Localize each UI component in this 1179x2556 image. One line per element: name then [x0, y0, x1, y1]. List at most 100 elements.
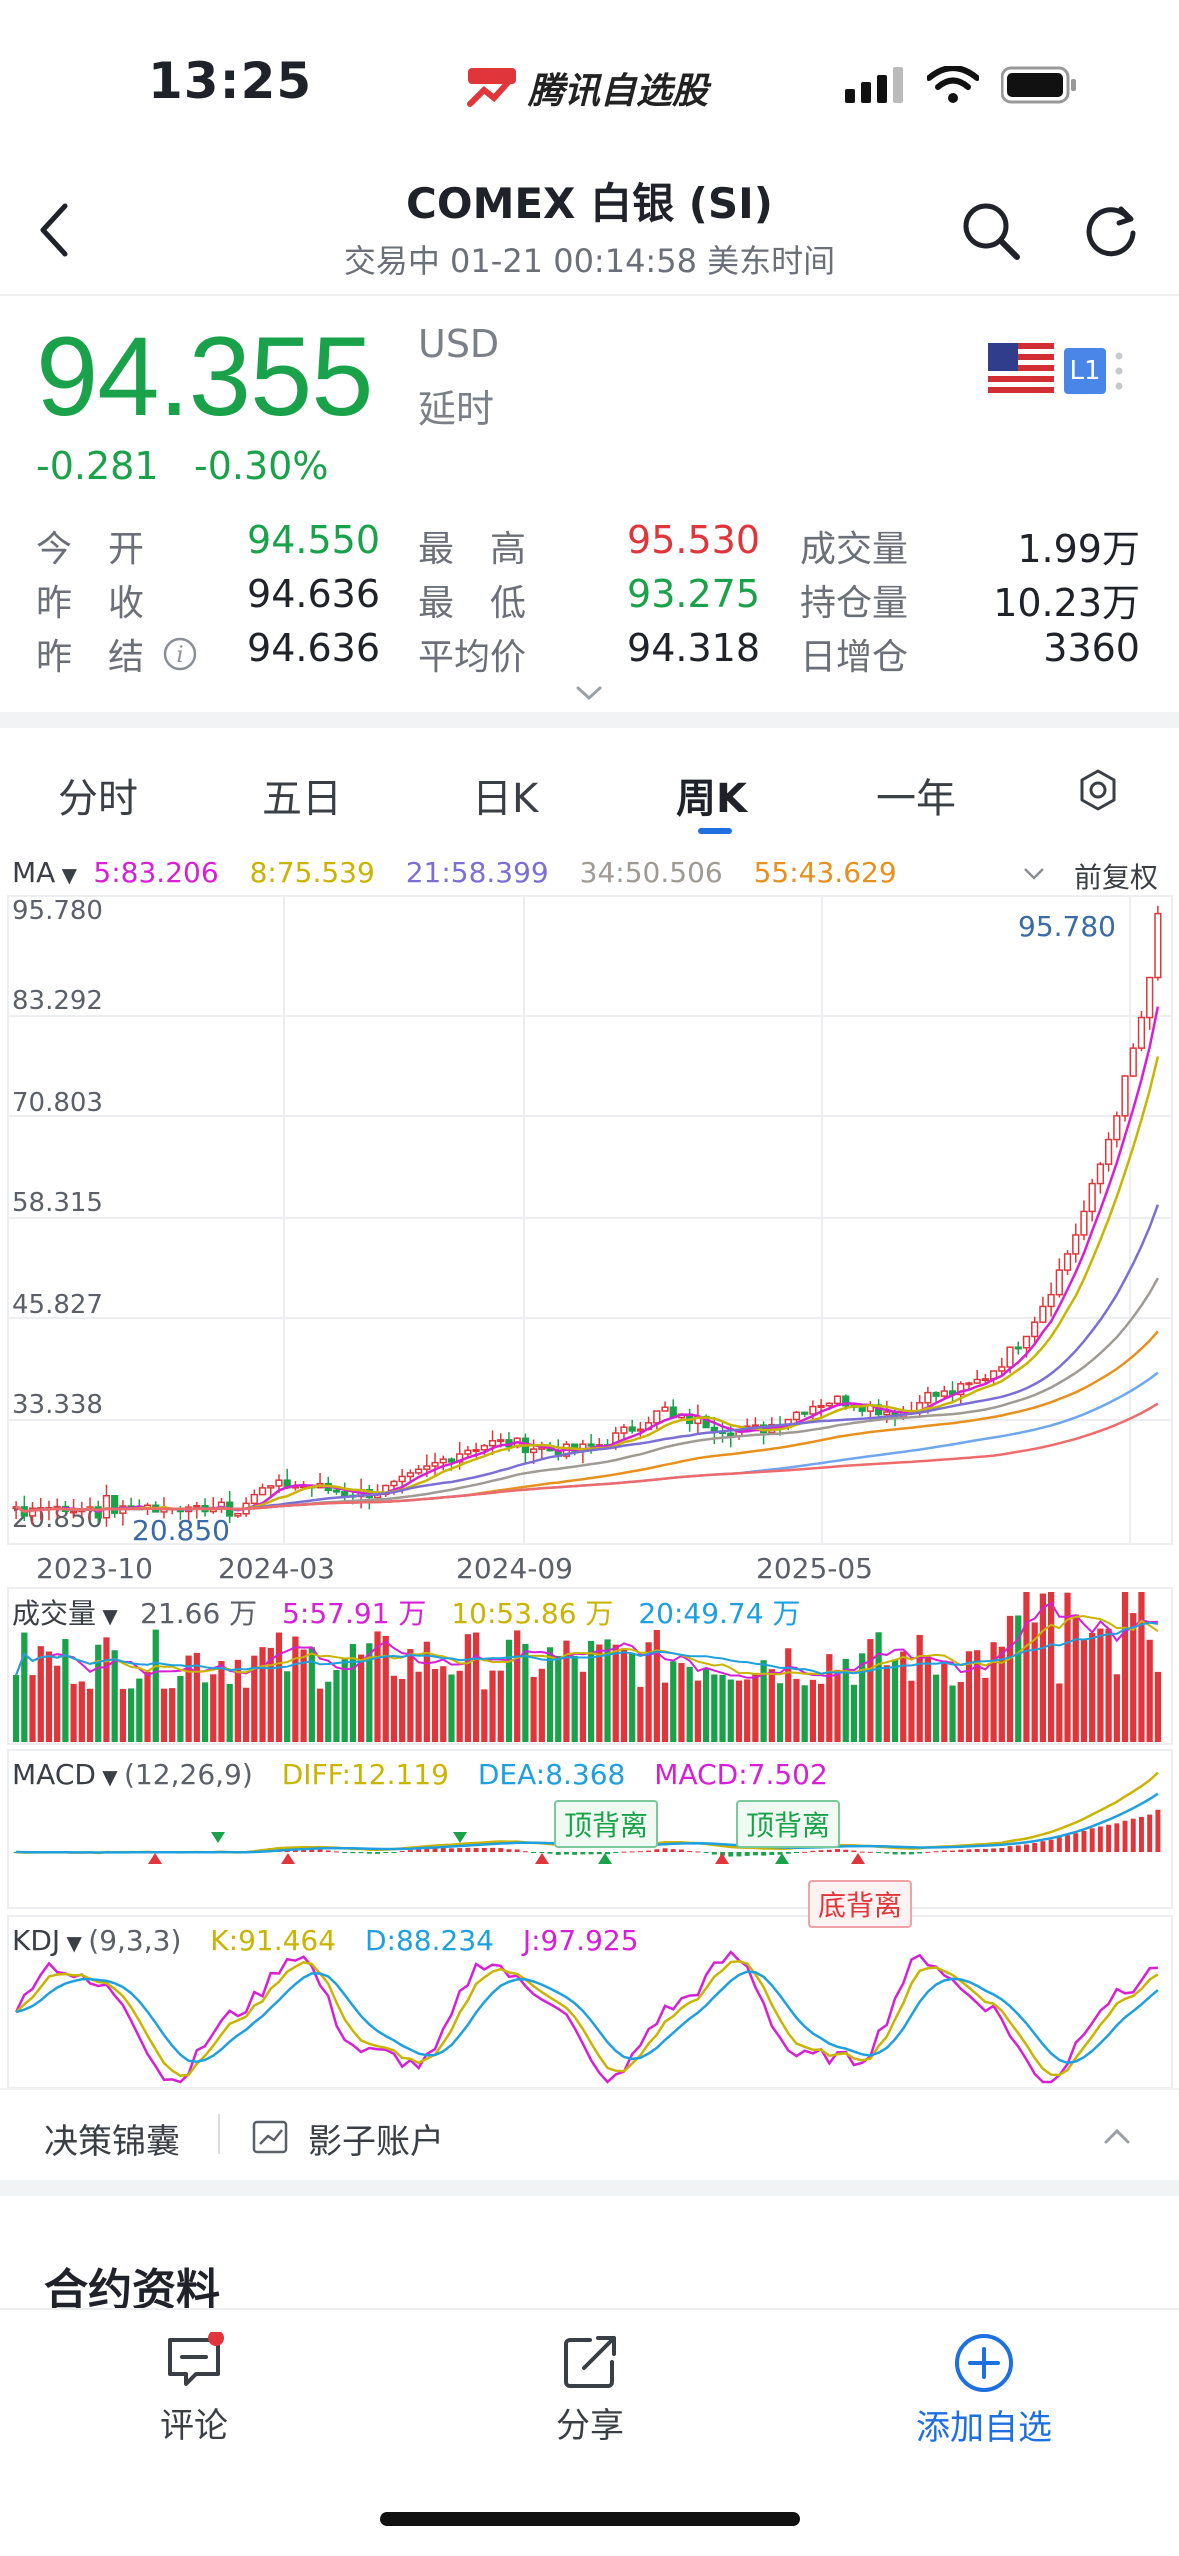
volume-bar [842, 1658, 849, 1742]
kdj-k-line [15, 1960, 1159, 2077]
stat-label: 日增仓 [800, 637, 909, 678]
search-button[interactable] [956, 196, 1026, 266]
volume-bar [727, 1679, 734, 1742]
share-label: 分享 [556, 2406, 624, 2446]
macd-bar [925, 1851, 931, 1853]
macd-bar [366, 1852, 372, 1854]
volume-bar [998, 1646, 1005, 1742]
info-icon[interactable]: i [162, 636, 198, 672]
candle-body [447, 1458, 456, 1463]
kdj-d: D:88.234 [364, 1924, 494, 1957]
tab-daily-k[interactable]: 日K [472, 776, 539, 822]
stat-label: 昨 结 [36, 637, 145, 678]
volume-dropdown-icon[interactable]: ▼ [96, 1604, 125, 1628]
macd-bar [1155, 1809, 1161, 1852]
ma-label[interactable]: MA [12, 856, 56, 889]
volume-bar [678, 1663, 685, 1742]
volume-bar [612, 1644, 619, 1742]
volume-bar [78, 1681, 85, 1742]
tab-five-day[interactable]: 五日 [262, 776, 342, 822]
macd-bar [629, 1851, 635, 1853]
comment-button[interactable]: 评论 [160, 2332, 228, 2447]
macd-bar [588, 1852, 594, 1855]
chevron-up-icon[interactable] [1102, 2126, 1132, 2146]
volume-bar [801, 1685, 808, 1742]
chevron-down-icon[interactable] [1022, 866, 1046, 882]
adjust-mode[interactable]: 前复权 [1074, 861, 1159, 894]
macd-bar [711, 1852, 717, 1855]
macd-label[interactable]: MACD [12, 1758, 96, 1791]
kdj-label[interactable]: KDJ [12, 1924, 61, 1957]
candle-body [965, 1382, 973, 1386]
macd-bar [547, 1852, 553, 1854]
candle-body [932, 1391, 940, 1397]
macd-bar [1114, 1823, 1120, 1852]
volume-label[interactable]: 成交量 [12, 1597, 97, 1630]
macd-bar [720, 1852, 725, 1856]
volume-bar [259, 1647, 266, 1742]
macd-bar [654, 1849, 660, 1852]
volume-bar [349, 1643, 357, 1742]
tab-intraday[interactable]: 分时 [58, 776, 138, 822]
macd-bar [785, 1852, 791, 1854]
volume-bar [12, 1675, 20, 1742]
level-badge[interactable]: L1 [1064, 348, 1106, 394]
volume-bar [702, 1667, 710, 1742]
settings-icon[interactable] [1076, 768, 1120, 812]
add-watchlist-button[interactable]: 添加自选 [916, 2332, 1052, 2449]
volume-bar [54, 1665, 61, 1742]
expand-chevron-icon[interactable] [574, 684, 604, 702]
macd-dropdown-icon[interactable]: ▼ [95, 1765, 125, 1789]
candle-body [1113, 1115, 1121, 1141]
candle-body [390, 1480, 398, 1487]
candle-body [924, 1391, 932, 1404]
price-axis-label: 83.292 [12, 986, 103, 1016]
macd-bar [1081, 1830, 1087, 1852]
volume-bar [152, 1629, 159, 1742]
price-axis-label: 58.315 [12, 1188, 103, 1218]
volume-bar [875, 1632, 882, 1742]
tab-one-year[interactable]: 一年 [876, 776, 956, 822]
volume-bar [719, 1674, 726, 1742]
macd-bar [1130, 1818, 1136, 1852]
stat-value: 95.530 [627, 518, 760, 562]
ma120-line [15, 1402, 1159, 1513]
us-flag-icon[interactable] [988, 343, 1054, 393]
tab-weekly-k[interactable]: 周K [676, 776, 747, 822]
macd-bar [481, 1848, 487, 1852]
price-axis-label: 70.803 [12, 1088, 103, 1118]
stat-value: 93.275 [627, 572, 760, 616]
signal-top-divergence[interactable]: 顶背离 [554, 1800, 659, 1848]
macd-bar [703, 1852, 709, 1854]
status-time: 13:25 [148, 52, 313, 110]
volume-bar [530, 1676, 537, 1742]
volume-bar [284, 1671, 291, 1742]
shadow-account-link[interactable]: 影子账户 [308, 2122, 444, 2162]
volume-bar [1097, 1628, 1104, 1742]
volume-bar [226, 1683, 233, 1742]
ma8-line [15, 1056, 1160, 1513]
signal-bottom-divergence[interactable]: 底背离 [808, 1880, 913, 1928]
macd-bar [982, 1848, 988, 1852]
candle-body [1146, 976, 1154, 1019]
macd-bar [1147, 1814, 1153, 1852]
macd-legend: MACD ▼ (12,26,9) DIFF:12.119 DEA:8.368 M… [12, 1758, 828, 1791]
refresh-button[interactable] [1076, 196, 1146, 266]
ma21-value: 21:58.399 [405, 856, 549, 889]
kline-chart-panel[interactable] [0, 838, 1179, 2088]
candle-body [1047, 1293, 1055, 1308]
decision-kit-link[interactable]: 决策锦囊 [44, 2122, 180, 2162]
macd-bar [826, 1849, 832, 1852]
volume-bar [177, 1675, 184, 1742]
ma-dropdown-icon[interactable]: ▼ [55, 863, 84, 887]
ma8-value: 8:75.539 [249, 856, 375, 889]
more-dots-icon[interactable] [1112, 348, 1126, 394]
share-button[interactable]: 分享 [556, 2332, 624, 2447]
volume-bar [571, 1655, 578, 1742]
back-button[interactable] [28, 200, 78, 260]
signal-top-divergence[interactable]: 顶背离 [736, 1800, 841, 1848]
stat-label: 平均价 [418, 637, 527, 678]
macd-bar [867, 1851, 873, 1853]
kline-svg [7, 895, 1173, 2089]
kdj-dropdown-icon[interactable]: ▼ [60, 1931, 89, 1955]
